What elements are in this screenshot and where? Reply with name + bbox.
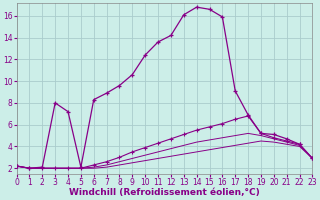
X-axis label: Windchill (Refroidissement éolien,°C): Windchill (Refroidissement éolien,°C) bbox=[69, 188, 260, 197]
